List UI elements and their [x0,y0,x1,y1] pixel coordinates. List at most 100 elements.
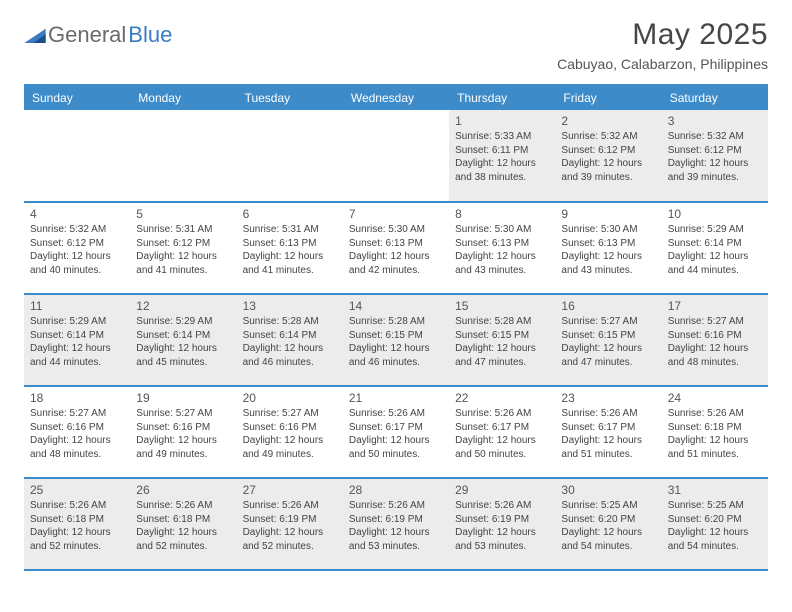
day-number: 10 [668,207,762,221]
day-number: 17 [668,299,762,313]
weekday-heading: Sunday [24,85,130,110]
day-number: 24 [668,391,762,405]
calendar-day-cell [24,110,130,202]
calendar-day-cell: 25 Sunrise: 5:26 AMSunset: 6:18 PMDayligh… [24,478,130,570]
weekday-heading: Saturday [662,85,768,110]
calendar-day-cell: 19 Sunrise: 5:27 AMSunset: 6:16 PMDayligh… [130,386,236,478]
day-sun-info: Sunrise: 5:25 AMSunset: 6:20 PMDaylight:… [668,499,762,553]
calendar-week-row: 11 Sunrise: 5:29 AMSunset: 6:14 PMDayligh… [24,294,768,386]
day-number: 25 [30,483,124,497]
day-number: 1 [455,114,549,128]
day-number: 23 [561,391,655,405]
calendar-week-row: 25 Sunrise: 5:26 AMSunset: 6:18 PMDayligh… [24,478,768,570]
day-sun-info: Sunrise: 5:31 AMSunset: 6:13 PMDaylight:… [243,223,337,277]
calendar-day-cell: 21Sunrise: 5:26 AMSunset: 6:17 PMDayligh… [343,386,449,478]
day-number: 11 [30,299,124,313]
calendar-day-cell: 20 Sunrise: 5:27 AMSunset: 6:16 PMDayligh… [237,386,343,478]
day-number: 9 [561,207,655,221]
calendar-day-cell: 24Sunrise: 5:26 AMSunset: 6:18 PMDayligh… [662,386,768,478]
day-number: 13 [243,299,337,313]
calendar-week-row: 4Sunrise: 5:32 AMSunset: 6:12 PMDaylight… [24,202,768,294]
calendar-day-cell: 14Sunrise: 5:28 AMSunset: 6:15 PMDayligh… [343,294,449,386]
weekday-heading: Monday [130,85,236,110]
day-sun-info: Sunrise: 5:30 AMSunset: 6:13 PMDaylight:… [561,223,655,277]
day-sun-info: Sunrise: 5:27 AMSunset: 6:16 PMDaylight:… [243,407,337,461]
calendar-day-cell: 29Sunrise: 5:26 AMSunset: 6:19 PMDayligh… [449,478,555,570]
day-number: 14 [349,299,443,313]
title-block: May 2025 Cabuyao, Calabarzon, Philippine… [557,18,768,82]
day-sun-info: Sunrise: 5:26 AMSunset: 6:17 PMDaylight:… [561,407,655,461]
day-number: 20 [243,391,337,405]
day-number: 31 [668,483,762,497]
day-sun-info: Sunrise: 5:31 AMSunset: 6:12 PMDaylight:… [136,223,230,277]
day-sun-info: Sunrise: 5:27 AMSunset: 6:16 PMDaylight:… [668,315,762,369]
calendar-day-cell: 28Sunrise: 5:26 AMSunset: 6:19 PMDayligh… [343,478,449,570]
day-number: 12 [136,299,230,313]
weekday-heading: Friday [555,85,661,110]
calendar-day-cell [343,110,449,202]
day-number: 30 [561,483,655,497]
calendar-day-cell [237,110,343,202]
logo-word2: Blue [128,22,172,48]
day-sun-info: Sunrise: 5:30 AMSunset: 6:13 PMDaylight:… [455,223,549,277]
day-sun-info: Sunrise: 5:26 AMSunset: 6:17 PMDaylight:… [455,407,549,461]
day-number: 26 [136,483,230,497]
calendar-day-cell: 23 Sunrise: 5:26 AMSunset: 6:17 PMDayligh… [555,386,661,478]
day-number: 22 [455,391,549,405]
calendar-day-cell: 31 Sunrise: 5:25 AMSunset: 6:20 PMDayligh… [662,478,768,570]
weekday-heading: Tuesday [237,85,343,110]
day-sun-info: Sunrise: 5:26 AMSunset: 6:18 PMDaylight:… [30,499,124,553]
calendar-day-cell: 1 Sunrise: 5:33 AMSunset: 6:11 PMDaylight… [449,110,555,202]
calendar-day-cell: 6 Sunrise: 5:31 AMSunset: 6:13 PMDaylight… [237,202,343,294]
calendar-table: Sunday Monday Tuesday Wednesday Thursday… [24,84,768,571]
calendar-day-cell: 27Sunrise: 5:26 AMSunset: 6:19 PMDayligh… [237,478,343,570]
day-number: 6 [243,207,337,221]
weekday-header: Sunday Monday Tuesday Wednesday Thursday… [24,85,768,110]
logo-triangle-icon [24,27,46,43]
day-sun-info: Sunrise: 5:30 AMSunset: 6:13 PMDaylight:… [349,223,443,277]
day-sun-info: Sunrise: 5:29 AMSunset: 6:14 PMDaylight:… [136,315,230,369]
day-number: 7 [349,207,443,221]
calendar-day-cell: 12 Sunrise: 5:29 AMSunset: 6:14 PMDayligh… [130,294,236,386]
location-subtitle: Cabuyao, Calabarzon, Philippines [557,56,768,72]
day-number: 16 [561,299,655,313]
calendar-day-cell [130,110,236,202]
calendar-week-row: 18 Sunrise: 5:27 AMSunset: 6:16 PMDayligh… [24,386,768,478]
day-sun-info: Sunrise: 5:32 AMSunset: 6:12 PMDaylight:… [561,130,655,184]
calendar-day-cell: 9 Sunrise: 5:30 AMSunset: 6:13 PMDaylight… [555,202,661,294]
calendar-day-cell: 4Sunrise: 5:32 AMSunset: 6:12 PMDaylight… [24,202,130,294]
header: General Blue May 2025 Cabuyao, Calabarzo… [24,18,768,82]
day-sun-info: Sunrise: 5:27 AMSunset: 6:16 PMDaylight:… [136,407,230,461]
day-number: 3 [668,114,762,128]
day-sun-info: Sunrise: 5:26 AMSunset: 6:18 PMDaylight:… [136,499,230,553]
calendar-day-cell: 2Sunrise: 5:32 AMSunset: 6:12 PMDaylight… [555,110,661,202]
day-sun-info: Sunrise: 5:29 AMSunset: 6:14 PMDaylight:… [668,223,762,277]
day-number: 15 [455,299,549,313]
day-number: 19 [136,391,230,405]
weekday-heading: Thursday [449,85,555,110]
calendar-day-cell: 11 Sunrise: 5:29 AMSunset: 6:14 PMDayligh… [24,294,130,386]
calendar-day-cell: 15 Sunrise: 5:28 AMSunset: 6:15 PMDayligh… [449,294,555,386]
day-number: 4 [30,207,124,221]
calendar-day-cell: 13 Sunrise: 5:28 AMSunset: 6:14 PMDayligh… [237,294,343,386]
day-number: 18 [30,391,124,405]
day-number: 5 [136,207,230,221]
day-number: 21 [349,391,443,405]
calendar-day-cell: 18Sunrise: 5:27 AMSunset: 6:16 PMDayligh… [24,386,130,478]
page-title: May 2025 [557,18,768,52]
calendar-week-row: 1 Sunrise: 5:33 AMSunset: 6:11 PMDaylight… [24,110,768,202]
logo-word1: General [48,22,126,48]
calendar-day-cell: 17 Sunrise: 5:27 AMSunset: 6:16 PMDayligh… [662,294,768,386]
day-sun-info: Sunrise: 5:26 AMSunset: 6:19 PMDaylight:… [455,499,549,553]
day-sun-info: Sunrise: 5:28 AMSunset: 6:14 PMDaylight:… [243,315,337,369]
calendar-day-cell: 16Sunrise: 5:27 AMSunset: 6:15 PMDayligh… [555,294,661,386]
calendar-day-cell: 26 Sunrise: 5:26 AMSunset: 6:18 PMDayligh… [130,478,236,570]
calendar-day-cell: 8Sunrise: 5:30 AMSunset: 6:13 PMDaylight… [449,202,555,294]
day-sun-info: Sunrise: 5:28 AMSunset: 6:15 PMDaylight:… [455,315,549,369]
calendar-day-cell: 5 Sunrise: 5:31 AMSunset: 6:12 PMDaylight… [130,202,236,294]
day-sun-info: Sunrise: 5:26 AMSunset: 6:19 PMDaylight:… [243,499,337,553]
day-sun-info: Sunrise: 5:33 AMSunset: 6:11 PMDaylight:… [455,130,549,184]
day-sun-info: Sunrise: 5:29 AMSunset: 6:14 PMDaylight:… [30,315,124,369]
calendar-day-cell: 10 Sunrise: 5:29 AMSunset: 6:14 PMDayligh… [662,202,768,294]
day-number: 28 [349,483,443,497]
